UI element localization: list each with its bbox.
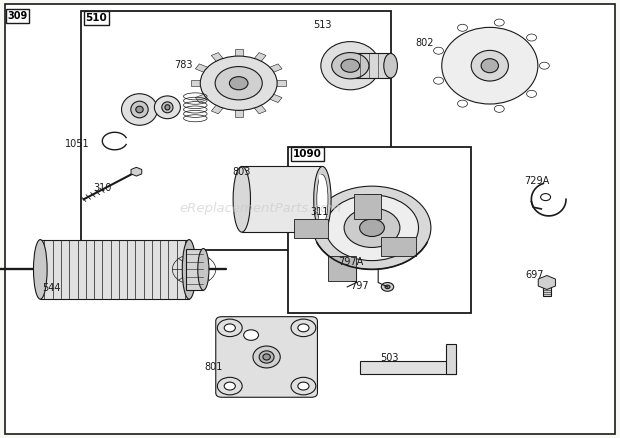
Circle shape xyxy=(332,53,369,79)
Ellipse shape xyxy=(182,240,196,299)
Ellipse shape xyxy=(154,96,180,119)
Ellipse shape xyxy=(253,346,280,368)
Circle shape xyxy=(494,19,504,26)
Ellipse shape xyxy=(122,94,157,125)
Circle shape xyxy=(541,194,551,201)
Bar xyxy=(186,248,203,290)
Polygon shape xyxy=(191,81,205,86)
Circle shape xyxy=(218,319,242,337)
Polygon shape xyxy=(266,93,282,102)
Bar xyxy=(353,194,381,219)
Text: eReplacementParts.com: eReplacementParts.com xyxy=(179,201,342,215)
Ellipse shape xyxy=(384,53,397,78)
Circle shape xyxy=(385,285,390,289)
Bar xyxy=(319,175,322,223)
Text: 1090: 1090 xyxy=(293,149,322,159)
Circle shape xyxy=(526,34,536,41)
Circle shape xyxy=(381,283,394,291)
Ellipse shape xyxy=(321,42,379,90)
Circle shape xyxy=(218,377,242,395)
Circle shape xyxy=(229,77,248,90)
Polygon shape xyxy=(273,81,286,86)
Circle shape xyxy=(291,377,316,395)
Bar xyxy=(446,344,456,374)
Bar xyxy=(329,256,356,280)
Polygon shape xyxy=(195,93,211,102)
Bar xyxy=(242,166,322,232)
Text: 783: 783 xyxy=(174,60,192,70)
Circle shape xyxy=(298,382,309,390)
Ellipse shape xyxy=(131,101,148,118)
Text: 797: 797 xyxy=(350,281,369,291)
Ellipse shape xyxy=(198,248,209,290)
Text: 510: 510 xyxy=(86,13,107,23)
Polygon shape xyxy=(211,53,225,64)
Ellipse shape xyxy=(233,166,250,232)
Ellipse shape xyxy=(136,106,143,113)
Circle shape xyxy=(224,382,236,390)
Text: 729A: 729A xyxy=(524,176,549,186)
Ellipse shape xyxy=(471,50,508,81)
Text: 1051: 1051 xyxy=(65,139,90,149)
Ellipse shape xyxy=(259,351,274,363)
Text: 311: 311 xyxy=(310,207,329,217)
Bar xyxy=(288,147,471,313)
Ellipse shape xyxy=(481,59,498,73)
Ellipse shape xyxy=(165,105,170,110)
Circle shape xyxy=(244,330,259,340)
Text: 503: 503 xyxy=(380,353,399,364)
Bar xyxy=(360,361,456,374)
Polygon shape xyxy=(252,53,266,64)
Circle shape xyxy=(433,77,443,84)
Text: 802: 802 xyxy=(415,38,434,48)
Circle shape xyxy=(291,319,316,337)
Circle shape xyxy=(298,324,309,332)
Text: 544: 544 xyxy=(42,283,61,293)
Polygon shape xyxy=(252,102,266,114)
Circle shape xyxy=(458,100,467,107)
Circle shape xyxy=(313,186,431,269)
Circle shape xyxy=(458,24,467,31)
Bar xyxy=(294,219,329,238)
Polygon shape xyxy=(266,64,282,74)
Bar xyxy=(381,237,415,256)
Ellipse shape xyxy=(263,354,270,360)
Circle shape xyxy=(200,56,277,110)
Circle shape xyxy=(360,219,384,237)
Ellipse shape xyxy=(441,27,538,104)
Bar xyxy=(81,11,391,250)
Circle shape xyxy=(341,59,360,72)
Polygon shape xyxy=(538,276,556,290)
Text: 797A: 797A xyxy=(338,257,363,267)
Text: 801: 801 xyxy=(205,362,223,372)
Ellipse shape xyxy=(314,166,331,232)
Text: 803: 803 xyxy=(232,167,251,177)
Ellipse shape xyxy=(162,102,173,113)
Circle shape xyxy=(539,62,549,69)
Circle shape xyxy=(494,105,504,112)
Circle shape xyxy=(433,47,443,54)
Polygon shape xyxy=(211,102,225,114)
Ellipse shape xyxy=(317,175,328,224)
Polygon shape xyxy=(195,64,211,74)
Circle shape xyxy=(215,67,262,100)
Polygon shape xyxy=(131,167,142,176)
Bar xyxy=(40,240,189,299)
Circle shape xyxy=(526,90,536,97)
Circle shape xyxy=(344,208,400,247)
Text: 513: 513 xyxy=(313,21,332,31)
Text: 697: 697 xyxy=(526,270,544,280)
Circle shape xyxy=(224,324,236,332)
Polygon shape xyxy=(234,49,243,59)
Text: 309: 309 xyxy=(7,11,28,21)
Polygon shape xyxy=(234,107,243,117)
FancyBboxPatch shape xyxy=(216,317,317,397)
Circle shape xyxy=(326,195,418,261)
Bar xyxy=(543,283,551,296)
Text: 310: 310 xyxy=(93,183,112,193)
Bar xyxy=(350,53,391,78)
Ellipse shape xyxy=(33,240,47,299)
